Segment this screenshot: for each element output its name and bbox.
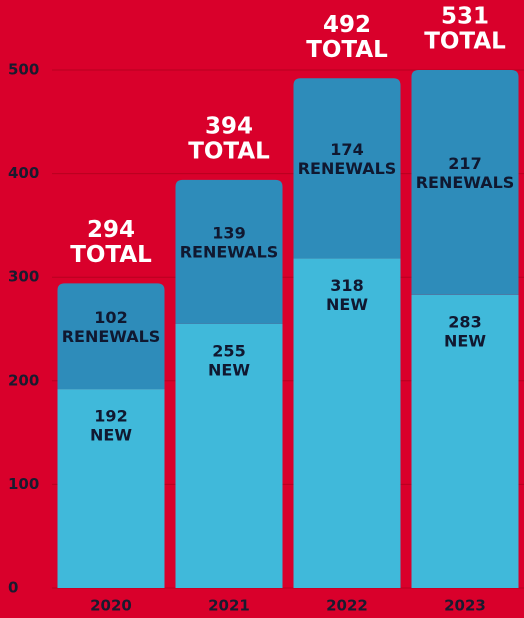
- value-label: 139: [212, 223, 245, 242]
- total-label-word: TOTAL: [306, 37, 388, 63]
- value-label-name: NEW: [208, 360, 250, 379]
- bar-segment: [57, 389, 165, 588]
- value-label: 283: [448, 312, 481, 331]
- total-label-word: TOTAL: [188, 138, 270, 164]
- total-label: 531: [441, 4, 489, 30]
- value-label: 102: [94, 308, 127, 327]
- value-label: 192: [94, 407, 127, 426]
- value-label: 174: [330, 140, 363, 159]
- value-label-name: RENEWALS: [298, 159, 397, 178]
- x-tick-label: 2020: [90, 597, 132, 615]
- value-label: 255: [212, 341, 245, 360]
- bar-segment: [293, 258, 401, 588]
- bar-segment: [293, 78, 401, 259]
- bar-segment: [175, 323, 283, 588]
- total-label-word: TOTAL: [70, 242, 152, 268]
- x-tick-label: 2022: [326, 597, 368, 615]
- total-label: 394: [205, 113, 253, 139]
- value-label-name: RENEWALS: [62, 327, 161, 346]
- value-label-name: NEW: [444, 331, 486, 350]
- bar-segment: [411, 70, 519, 295]
- value-label-name: NEW: [326, 295, 368, 314]
- y-tick-label: 400: [8, 164, 39, 182]
- total-label: 294: [87, 217, 135, 243]
- value-label-name: NEW: [90, 426, 132, 445]
- value-label: 217: [448, 154, 481, 173]
- y-tick-label: 500: [8, 61, 39, 79]
- value-label-name: RENEWALS: [180, 242, 279, 261]
- x-tick-label: 2023: [444, 597, 486, 615]
- bar-segment: [57, 283, 165, 390]
- y-tick-label: 300: [8, 268, 39, 286]
- y-tick-label: 0: [8, 579, 18, 597]
- total-label-word: TOTAL: [424, 29, 506, 55]
- y-tick-label: 200: [8, 371, 39, 389]
- total-label: 492: [323, 12, 371, 38]
- x-tick-label: 2021: [208, 597, 250, 615]
- bar-segment: [175, 179, 283, 324]
- y-tick-label: 100: [8, 475, 39, 493]
- value-label: 318: [330, 276, 363, 295]
- value-label-name: RENEWALS: [416, 173, 515, 192]
- bar-segment: [411, 294, 519, 588]
